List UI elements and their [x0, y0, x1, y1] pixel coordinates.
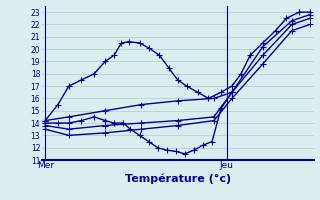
X-axis label: Température (°c): Température (°c): [124, 173, 231, 184]
